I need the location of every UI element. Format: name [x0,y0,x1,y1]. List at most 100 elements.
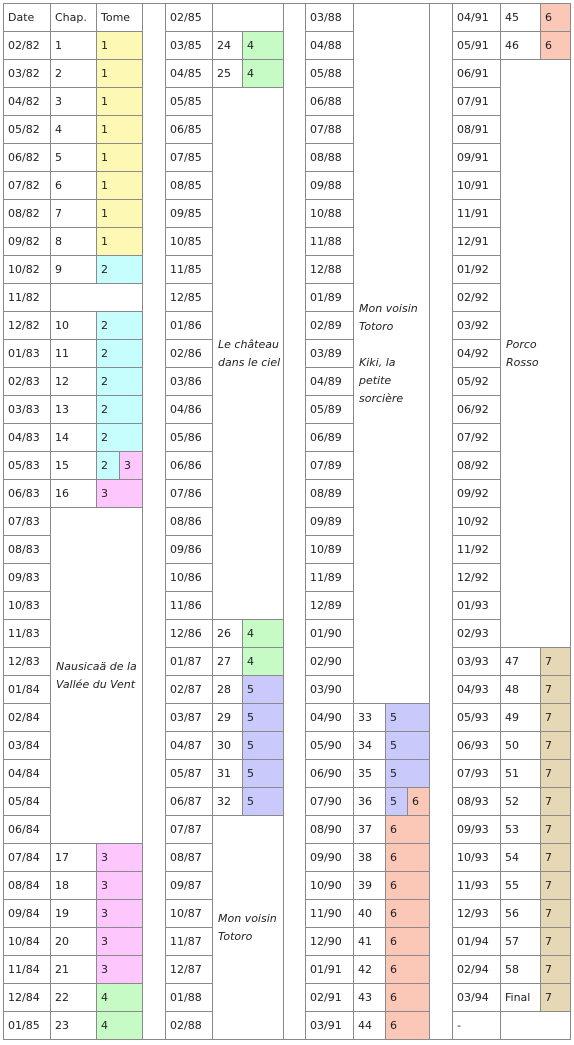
date-cell: 09/86 [165,535,213,564]
table-row: 07/82 6 1 08/85 09/88 10/91 [3,171,571,200]
date-cell: 08/82 [3,199,51,228]
tome-value: 4 [243,60,283,87]
table-row: 12/83 01/87 27 4 02/90 03/93 47 7 [3,647,571,676]
chapter-cell: Chap. [50,3,97,32]
date-cell: 04/88 [305,31,354,60]
chapter-cell: 6 [50,171,97,200]
tome-value: 5 [243,732,283,759]
date-cell: 11/86 [165,591,213,620]
tome-cell: 7 [540,899,571,928]
tome-box: 6 [386,984,429,1011]
date-cell: 11/92 [452,535,501,564]
chapter-cell: 38 [353,843,386,872]
tome-cell: 5 [242,759,284,788]
date-cell: 03/89 [305,339,354,368]
tome-cell: 6 [385,815,430,844]
chapter-cell: 21 [50,955,97,984]
tome-value: 3 [97,872,142,899]
tome-value: 4 [243,32,283,59]
date-cell: 01/92 [452,255,501,284]
tome-box: 7 [541,816,570,843]
tome-cell: 1 [96,115,143,144]
date-cell: 03/86 [165,367,213,396]
date-cell: 04/87 [165,731,213,760]
table-row: 03/82 2 1 04/85 25 4 05/88 06/91 Porco Rosso [3,59,571,648]
table-row: 12/82 10 2 01/86 02/89 03/92 [3,311,571,340]
date-cell: 12/88 [305,255,354,284]
tome-value: 1 [97,116,142,143]
tome-cell: 4 [96,983,143,1012]
tome-cell: 6 [385,955,430,984]
date-cell: 09/84 [3,899,51,928]
tome-value: 1 [97,200,142,227]
tome-box: 2 [97,312,142,339]
tome-cell: 4 [242,619,284,648]
tome-box: 6 [541,32,570,59]
tome-value: 2 [97,396,142,423]
table-row: 02/84 03/87 29 5 04/90 33 5 05/93 49 7 [3,703,571,732]
tome-box: 4 [97,984,142,1011]
tome-cell: 1 [96,59,143,88]
date-cell: 12/92 [452,563,501,592]
date-cell: 11/84 [3,955,51,984]
tome-cell: 2 [96,395,143,424]
tome-value: 5 [243,676,283,703]
date-cell: 07/92 [452,423,501,452]
tome-box: 6 [386,872,429,899]
tome-box: 7 [541,760,570,787]
date-cell: 07/85 [165,143,213,172]
date-cell: 09/83 [3,563,51,592]
chapter-cell: 42 [353,955,386,984]
date-cell: 07/83 [3,507,51,536]
date-cell: 10/91 [452,171,501,200]
tome-value: 6 [386,844,429,871]
chapter-cell: 51 [500,759,541,788]
chapter-cell: 49 [500,703,541,732]
chapter-cell: 13 [50,395,97,424]
date-cell: 11/90 [305,899,354,928]
chapter-cell: 40 [353,899,386,928]
chapter-cell: 47 [500,647,541,676]
tome-value: 6 [386,928,429,955]
date-cell: 08/92 [452,451,501,480]
date-cell: 10/93 [452,843,501,872]
table-row: 11/84 21 3 12/87 01/91 42 6 02/94 58 7 [3,955,571,984]
chapter-cell: 22 [50,983,97,1012]
date-cell: 12/91 [452,227,501,256]
tome-value: 5 [386,788,407,815]
film-note: Mon voisin Totoro [212,815,284,1040]
table-row: 10/84 20 3 11/87 12/90 41 6 01/94 57 7 [3,927,571,956]
tome-cell: 5 [242,731,284,760]
chapter-cell: 39 [353,871,386,900]
date-cell: 10/90 [305,871,354,900]
tome-box: 7 [541,844,570,871]
tome-box: 1 [97,144,142,171]
tome-value: 2 [97,424,142,451]
tome-cell: 5 [242,703,284,732]
date-cell: 01/93 [452,591,501,620]
date-cell: 07/82 [3,171,51,200]
date-cell: 09/89 [305,507,354,536]
date-cell: 08/93 [452,787,501,816]
date-cell: 05/88 [305,59,354,88]
date-cell: 09/82 [3,227,51,256]
date-cell: 12/87 [165,955,213,984]
date-cell: 02/91 [305,983,354,1012]
table-row: 01/84 02/87 28 5 03/90 04/93 48 7 [3,675,571,704]
tome-box: 1 [97,32,142,59]
tome-value: 6 [386,1012,429,1039]
date-cell: Date [3,3,51,32]
date-cell: 06/85 [165,115,213,144]
tome-cell: 1 [96,199,143,228]
date-cell: 09/93 [452,815,501,844]
date-cell: 09/91 [452,143,501,172]
chapter-cell: 44 [353,1011,386,1040]
chapter-cell: 15 [50,451,97,480]
date-cell: 06/84 [3,815,51,844]
tome-value: 7 [541,648,570,675]
tome-box: 6 [386,928,429,955]
film-note: Nausicaä de la Vallée du Vent [50,507,143,844]
tome-value: 4 [97,1012,142,1039]
tome-cell: 7 [540,759,571,788]
